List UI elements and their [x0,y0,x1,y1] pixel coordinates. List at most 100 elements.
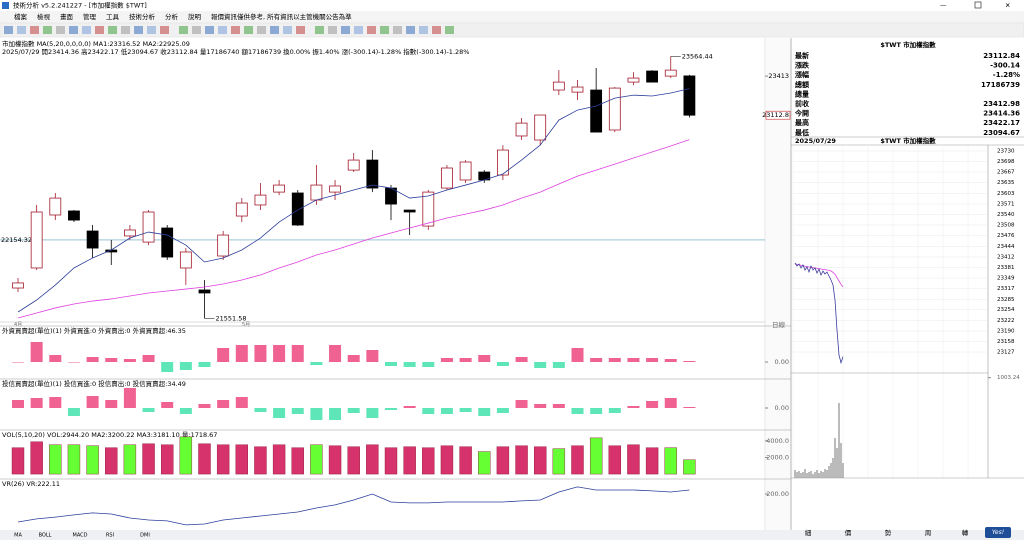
bar [161,362,174,372]
toolbar-button[interactable] [419,26,428,34]
bar [254,446,267,475]
toolbar-button[interactable] [244,26,253,34]
candle-body [273,184,286,193]
candle-body [403,209,416,213]
toolbar-button[interactable] [160,26,169,34]
y-tick-label: 23667 [997,170,1015,176]
candle-body [459,161,472,181]
toolbar-button[interactable] [445,26,454,34]
toolbar-button[interactable] [56,26,65,34]
quote-tab[interactable]: 周 [925,529,932,537]
toolbar-button[interactable] [192,26,201,34]
toolbar-button[interactable] [69,26,78,34]
y-tick-label: 23730 [997,149,1015,155]
bar [198,404,211,408]
minimize[interactable]: — [940,2,947,10]
bar [627,444,640,475]
menu-item[interactable]: 報價資訊僅供參考, 所有資訊以主管機關公告為準 [211,12,352,21]
bottom-tab[interactable]: BOLL [39,533,52,539]
toolbar-button[interactable] [147,26,156,34]
menu-item[interactable]: 分析 [165,12,179,21]
candle-body [627,77,640,83]
toolbar-button[interactable] [257,26,266,34]
toolbar-button[interactable] [17,26,26,34]
toolbar-button[interactable] [354,26,363,34]
last-price-box [765,110,791,120]
intraday-header: $TWT 市加權指數 [880,136,936,145]
toolbar-button[interactable] [30,26,39,34]
toolbar-button[interactable] [393,26,402,34]
quote-tab[interactable]: 價 [845,528,852,537]
menu-item[interactable]: 畫面 [60,12,74,21]
toolbar-button[interactable] [108,26,117,34]
toolbar-button[interactable] [296,26,305,34]
menu-item[interactable]: 管理 [83,12,97,21]
bar [571,445,584,475]
maximize[interactable] [974,1,982,9]
menu-bar [0,11,1024,23]
candle-body [179,251,192,269]
bar [30,398,43,408]
bar [272,444,286,475]
toolbar-button[interactable] [134,26,143,34]
bottom-tab[interactable]: MA [14,533,22,539]
menu-item[interactable]: 技術分析 [129,12,156,21]
bar [515,400,528,408]
panel-label: VOL(5,10,20) VOL:2944.20 MA2:3200.22 MA3… [2,431,217,439]
candle-body [552,81,565,91]
bar [459,358,472,362]
toolbar-button[interactable] [315,26,324,34]
quote-value: 23412.98 [983,100,1020,108]
toolbar-button[interactable] [367,26,376,34]
toolbar-button[interactable] [205,26,214,34]
toolbar-button[interactable] [270,26,279,34]
candle-body [217,234,230,257]
y-tick-label: 23381 [997,265,1015,271]
quote-tab[interactable]: 細 [805,528,812,537]
bar [161,402,174,408]
indicator-line [17,486,690,526]
toolbar-button[interactable] [82,26,91,34]
toolbar-button[interactable] [341,26,350,34]
quote-tab[interactable]: 轉 [962,528,969,537]
toolbar-button[interactable] [283,26,292,34]
bar [608,358,621,362]
toolbar-button[interactable] [43,26,52,34]
bar [123,359,136,362]
toolbar-button[interactable] [218,26,227,34]
high-label: 23564.44 [682,52,713,60]
toolbar-button[interactable] [432,26,441,34]
bar [496,362,509,366]
toolbar-button[interactable] [95,26,104,34]
bar [291,447,304,475]
candle-body [124,229,136,237]
bottom-tab[interactable]: DMI [140,533,150,539]
y-tick-label: 23444 [997,244,1015,250]
toolbar-button[interactable] [380,26,389,34]
menu-item[interactable]: 說明 [188,12,202,21]
candle-body [608,87,621,131]
toolbar-button[interactable] [406,26,415,34]
menu-item[interactable]: 工具 [106,13,120,21]
menu-item[interactable]: 檢視 [37,12,51,21]
toolbar-button[interactable] [121,26,130,34]
bar [683,459,696,475]
menu-item[interactable]: 檔案 [14,12,28,21]
toolbar-button[interactable] [231,26,240,34]
bar [478,355,491,362]
bar [496,408,509,413]
y-tick-label: 23413 [768,72,789,80]
bar [11,447,25,475]
y-tick-label: 23127 [997,350,1015,356]
bar [216,444,230,475]
toolbar-button[interactable] [4,26,13,34]
bar [254,345,267,362]
close[interactable]: ✕ [1005,2,1010,10]
toolbar-button[interactable] [179,26,188,34]
y-tick-label: 23540 [997,212,1015,218]
bottom-tab[interactable]: RSI [106,533,114,539]
quote-tab[interactable]: 勢 [885,528,892,537]
toolbar-button[interactable] [328,26,337,34]
bottom-tab[interactable]: MACD [73,533,88,539]
